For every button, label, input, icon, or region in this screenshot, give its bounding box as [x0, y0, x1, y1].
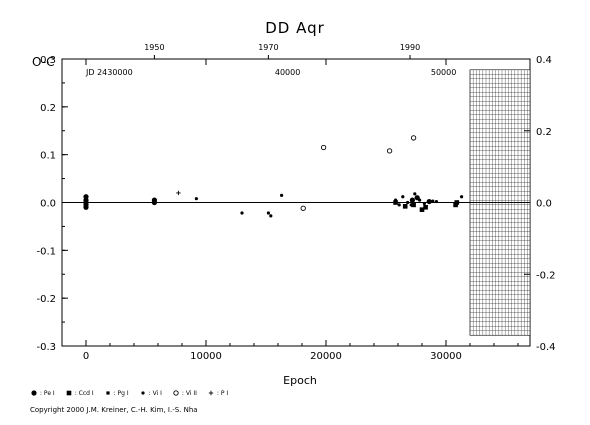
legend-symbol — [66, 390, 72, 396]
x-axis-label: Epoch — [283, 374, 317, 387]
legend-item: : Ccd I — [65, 389, 94, 397]
axis-ticks: 0 10000 20000 30000 0.3 0.2 0.1 0.0 -0.1 -0.2 -0.3… — [36, 43, 555, 362]
legend-symbol — [141, 391, 145, 395]
data-point — [397, 203, 401, 207]
legend-marker — [66, 390, 72, 396]
data-point — [413, 192, 417, 196]
data-points — [83, 135, 464, 218]
legend-label: : Vi I — [148, 389, 162, 397]
chart-title: DD Aqr — [265, 19, 325, 37]
y-tick-label: -0.2 — [36, 294, 56, 305]
legend-item: : Pe I — [30, 389, 55, 397]
data-point — [411, 202, 416, 208]
legend: : Pe I : Ccd I : Pg I : Vi I : Vi II : P I — [30, 389, 228, 397]
x-tick-label: 0 — [83, 351, 89, 362]
jd-tick-label: 40000 — [275, 68, 300, 77]
legend-item: : Pg I — [104, 389, 129, 397]
data-point — [426, 198, 432, 205]
data-point — [431, 199, 435, 203]
right-y-tick-label: 0.0 — [536, 199, 552, 210]
data-point — [386, 148, 393, 154]
data-point — [460, 195, 464, 199]
jd-tick-label: 50000 — [431, 68, 456, 77]
legend-item: : Vi I — [139, 389, 162, 397]
y-axis-label: O-C — [32, 55, 55, 69]
data-point — [266, 211, 270, 215]
data-point — [394, 198, 398, 202]
right-y-tick-label: 0.2 — [536, 127, 552, 138]
year-tick-label: 1970 — [258, 43, 278, 52]
jd-tick-label: JD 2430000 — [85, 68, 133, 77]
data-point — [454, 200, 460, 205]
data-point — [393, 200, 398, 205]
data-point — [402, 204, 408, 209]
data-point — [280, 193, 284, 197]
legend-symbol — [208, 390, 214, 396]
data-point — [418, 198, 422, 202]
legend-marker — [141, 391, 145, 395]
data-point — [422, 201, 426, 206]
data-point — [409, 197, 415, 203]
data-point — [320, 144, 327, 151]
legend-label: : Pe I — [40, 389, 55, 397]
data-point — [419, 207, 425, 212]
legend-item: : Vi II — [172, 389, 197, 397]
data-point — [176, 190, 181, 196]
y-tick-label: -0.1 — [36, 246, 56, 257]
legend-marker — [106, 391, 110, 395]
legend-symbol — [31, 390, 37, 396]
data-point — [453, 202, 458, 208]
data-point — [401, 195, 405, 199]
y-tick-label: -0.3 — [36, 342, 56, 353]
legend-symbol — [173, 390, 179, 396]
data-point — [194, 197, 198, 201]
data-point — [83, 204, 89, 210]
data-point — [84, 199, 88, 203]
legend-label: : Vi II — [181, 389, 197, 397]
legend-marker — [208, 390, 214, 396]
data-point — [406, 200, 410, 205]
y-tick-label: 0.1 — [40, 151, 56, 162]
legend-marker — [173, 390, 179, 396]
right-y-tick-label: -0.2 — [536, 270, 556, 281]
legend-marker — [31, 390, 37, 396]
x-tick-label: 30000 — [430, 351, 462, 362]
data-point — [240, 211, 244, 215]
x-tick-label: 10000 — [190, 351, 222, 362]
legend-label: : P I — [216, 389, 229, 397]
legend-item: : P I — [207, 389, 228, 397]
year-tick-label: 1950 — [144, 43, 164, 52]
data-point — [300, 205, 306, 211]
data-point — [152, 199, 156, 204]
year-tick-label: 1990 — [400, 43, 420, 52]
x-tick-label: 20000 — [310, 351, 342, 362]
legend-symbol — [106, 391, 110, 395]
data-point — [434, 199, 438, 204]
data-point — [269, 214, 273, 218]
legend-label: : Ccd I — [74, 389, 94, 397]
right-y-tick-label: 0.4 — [536, 55, 552, 66]
right-y-tick-label: -0.4 — [536, 342, 556, 353]
data-point — [423, 204, 428, 210]
data-point — [409, 203, 413, 207]
legend-label: : Pg I — [113, 389, 129, 397]
y-tick-label: 0.3 — [40, 55, 56, 66]
copyright-text: Copyright 2000 J.M. Kreiner, C.-H. Kim, … — [30, 406, 198, 414]
y-tick-label: 0.2 — [40, 103, 56, 114]
data-point — [410, 135, 417, 141]
y-tick-label: 0.0 — [40, 199, 56, 210]
